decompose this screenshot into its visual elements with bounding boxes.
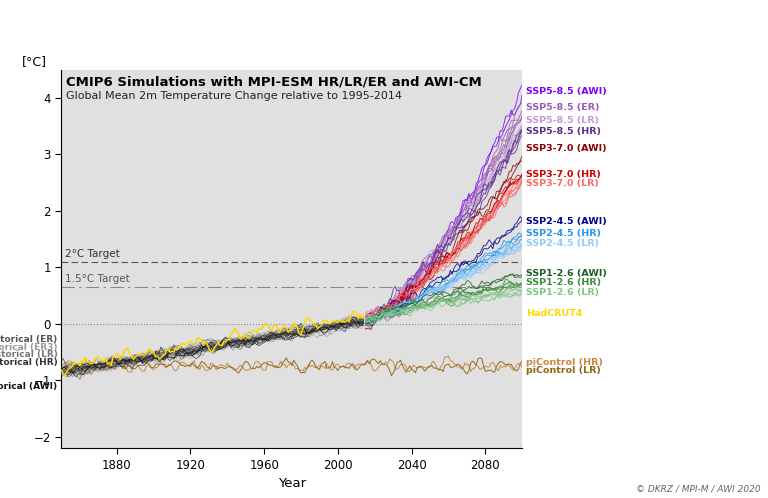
Text: SSP5-8.5 (ER): SSP5-8.5 (ER)	[526, 103, 600, 112]
Text: SSP2-4.5 (HR): SSP2-4.5 (HR)	[526, 229, 601, 238]
Text: CMIP6 Simulations with MPI-ESM HR/LR/ER and AWI-CM: CMIP6 Simulations with MPI-ESM HR/LR/ER …	[66, 75, 482, 89]
Text: piControl (HR): piControl (HR)	[526, 358, 603, 367]
Text: Historical (HR): Historical (HR)	[0, 358, 58, 367]
Text: SSP3-7.0 (LR): SSP3-7.0 (LR)	[526, 179, 599, 188]
Text: © DKRZ / MPI-M / AWI 2020: © DKRZ / MPI-M / AWI 2020	[636, 484, 760, 493]
Text: Historical (AWI): Historical (AWI)	[0, 381, 58, 390]
Text: SSP1-2.6 (LR): SSP1-2.6 (LR)	[526, 288, 599, 297]
Text: SSP1-2.6 (AWI): SSP1-2.6 (AWI)	[526, 268, 607, 277]
Text: Historical (ER3): Historical (ER3)	[0, 343, 58, 352]
Text: SSP2-4.5 (LR): SSP2-4.5 (LR)	[526, 239, 599, 248]
Text: SSP1-2.6 (HR): SSP1-2.6 (HR)	[526, 278, 601, 287]
Text: SSP3-7.0 (HR): SSP3-7.0 (HR)	[526, 170, 601, 179]
Text: SSP5-8.5 (HR): SSP5-8.5 (HR)	[526, 127, 601, 136]
Text: SSP5-8.5 (LR): SSP5-8.5 (LR)	[526, 116, 599, 125]
Text: 1.5°C Target: 1.5°C Target	[65, 274, 130, 284]
Text: SSP2-4.5 (AWI): SSP2-4.5 (AWI)	[526, 217, 607, 226]
Text: HadCRUT4: HadCRUT4	[526, 309, 582, 318]
Text: Historical (ER): Historical (ER)	[0, 335, 58, 344]
Text: 2°C Target: 2°C Target	[65, 249, 120, 259]
X-axis label: Year: Year	[278, 477, 306, 490]
Text: SSP3-7.0 (AWI): SSP3-7.0 (AWI)	[526, 144, 607, 153]
Text: Historical (LR): Historical (LR)	[0, 351, 58, 360]
Text: piControl (LR): piControl (LR)	[526, 366, 601, 374]
Text: Global Mean 2m Temperature Change relative to 1995-2014: Global Mean 2m Temperature Change relati…	[66, 91, 402, 101]
Text: [°C]: [°C]	[22, 55, 48, 68]
Text: SSP5-8.5 (AWI): SSP5-8.5 (AWI)	[526, 87, 607, 96]
